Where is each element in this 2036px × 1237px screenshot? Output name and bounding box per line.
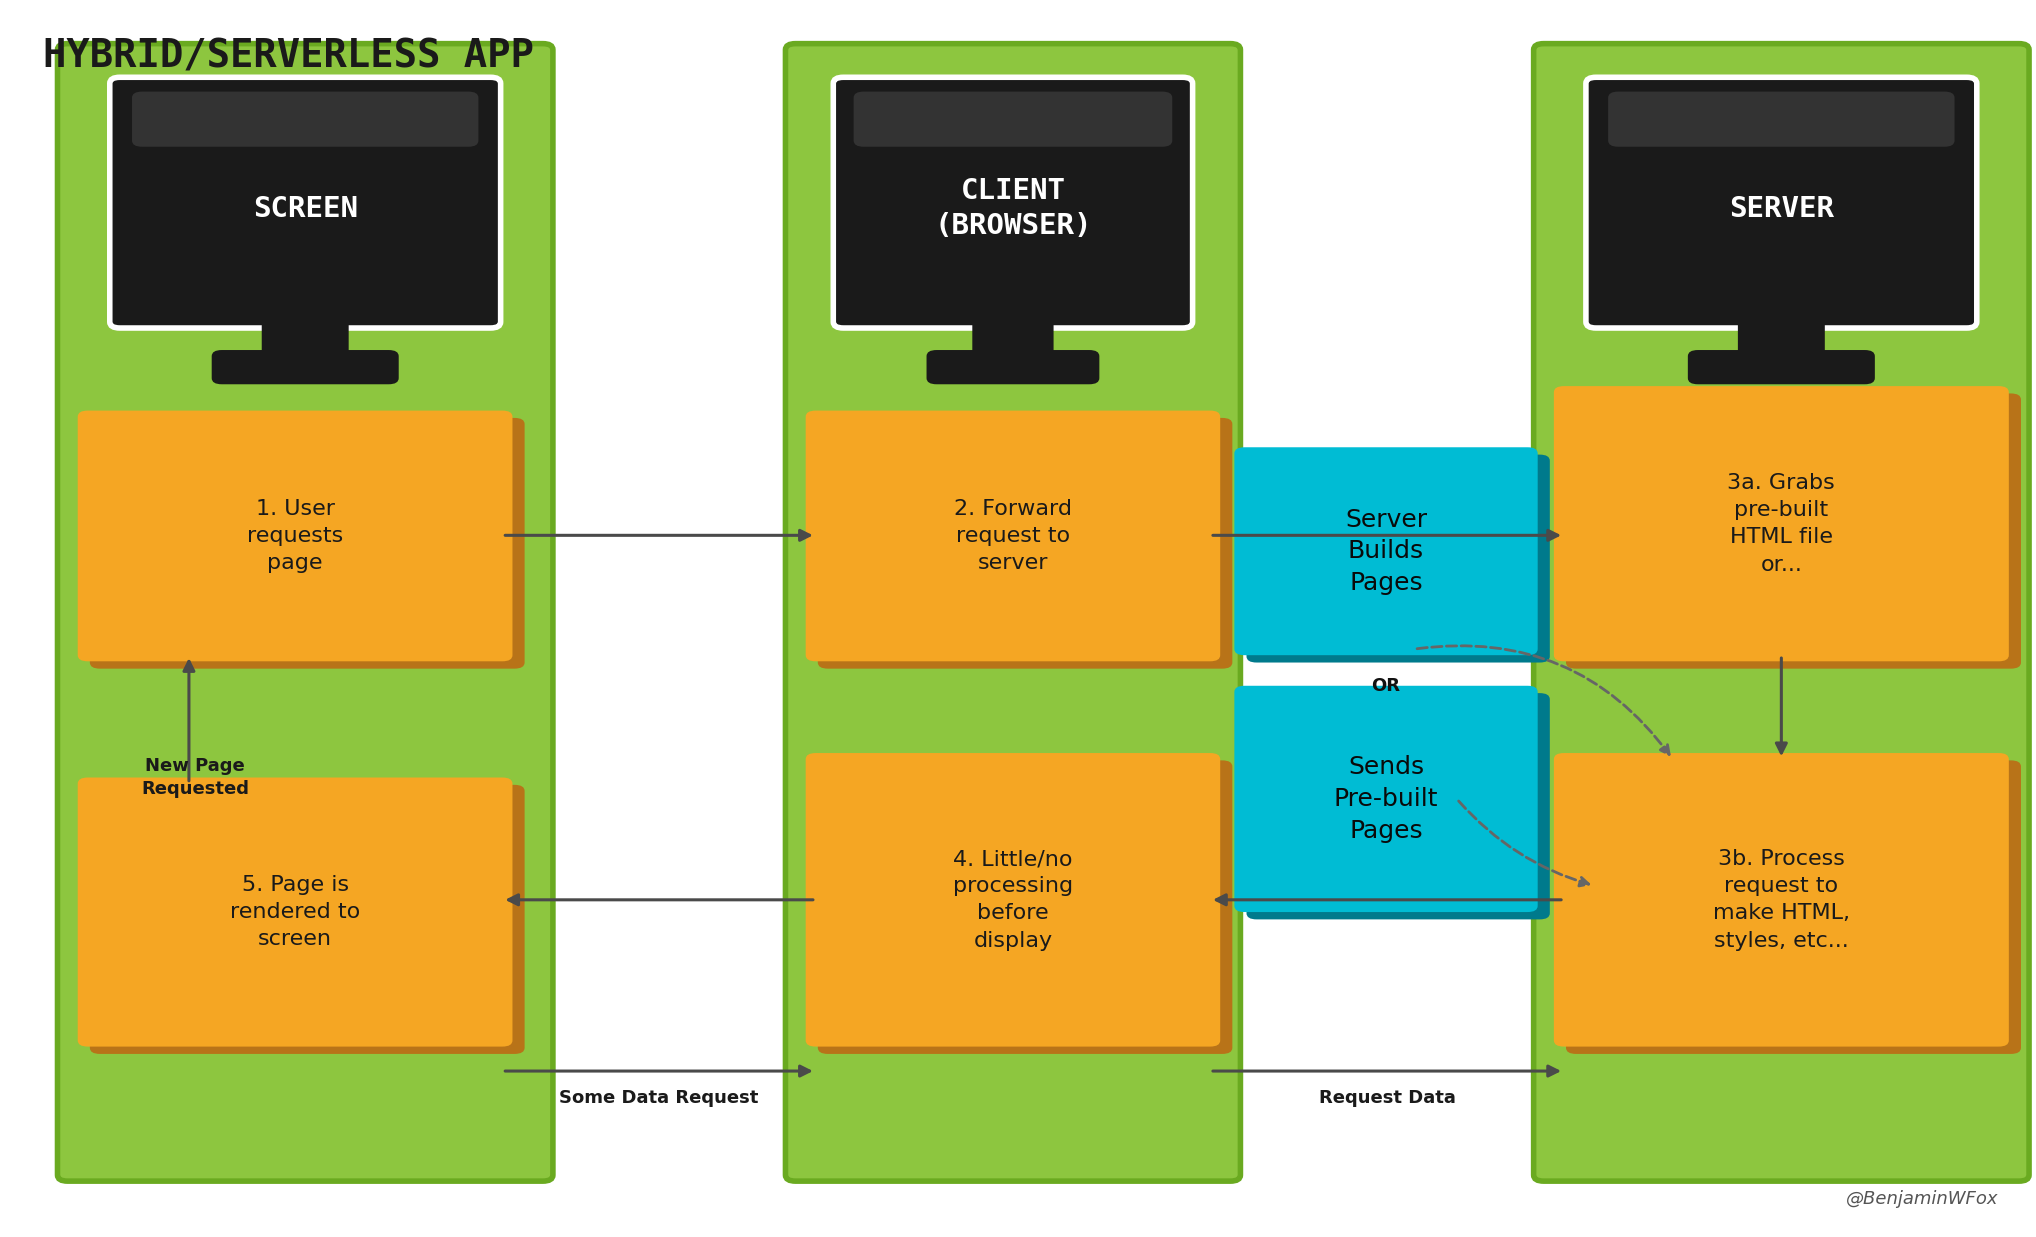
FancyBboxPatch shape — [132, 92, 478, 147]
Text: 3a. Grabs
pre-built
HTML file
or...: 3a. Grabs pre-built HTML file or... — [1727, 473, 1834, 574]
FancyBboxPatch shape — [1246, 455, 1549, 663]
FancyBboxPatch shape — [1586, 77, 1977, 328]
FancyBboxPatch shape — [1234, 685, 1537, 912]
Text: OR: OR — [1372, 677, 1401, 695]
FancyBboxPatch shape — [57, 43, 554, 1181]
Text: 2. Forward
request to
server: 2. Forward request to server — [955, 499, 1071, 573]
FancyBboxPatch shape — [263, 315, 348, 362]
FancyBboxPatch shape — [1739, 315, 1824, 362]
FancyBboxPatch shape — [1234, 448, 1537, 656]
FancyBboxPatch shape — [806, 411, 1220, 662]
FancyBboxPatch shape — [806, 753, 1220, 1047]
FancyBboxPatch shape — [90, 784, 525, 1054]
Text: CLIENT
(BROWSER): CLIENT (BROWSER) — [935, 177, 1091, 240]
Text: Some Data Request: Some Data Request — [560, 1089, 759, 1107]
Text: New Page
Requested: New Page Requested — [140, 757, 248, 798]
FancyBboxPatch shape — [1566, 393, 2022, 669]
FancyBboxPatch shape — [77, 778, 513, 1047]
Text: @BenjaminWFox: @BenjaminWFox — [1847, 1190, 1999, 1209]
FancyBboxPatch shape — [1566, 761, 2022, 1054]
Text: 1. User
requests
page: 1. User requests page — [246, 499, 344, 573]
Text: 4. Little/no
processing
before
display: 4. Little/no processing before display — [953, 849, 1073, 950]
Text: SERVER: SERVER — [1729, 194, 1834, 223]
Text: Request Data: Request Data — [1319, 1089, 1456, 1107]
Text: HYBRID/SERVERLESS APP: HYBRID/SERVERLESS APP — [43, 37, 533, 75]
FancyBboxPatch shape — [1533, 43, 2030, 1181]
FancyBboxPatch shape — [818, 418, 1232, 669]
FancyBboxPatch shape — [973, 315, 1053, 362]
FancyBboxPatch shape — [77, 411, 513, 662]
FancyBboxPatch shape — [1246, 693, 1549, 919]
FancyBboxPatch shape — [926, 350, 1099, 385]
FancyBboxPatch shape — [90, 418, 525, 669]
FancyBboxPatch shape — [1553, 386, 2010, 662]
FancyBboxPatch shape — [212, 350, 399, 385]
FancyBboxPatch shape — [1688, 350, 1875, 385]
FancyBboxPatch shape — [833, 77, 1193, 328]
FancyBboxPatch shape — [853, 92, 1173, 147]
FancyBboxPatch shape — [110, 77, 501, 328]
Text: 3b. Process
request to
make HTML,
styles, etc...: 3b. Process request to make HTML, styles… — [1712, 849, 1851, 950]
Text: SCREEN: SCREEN — [252, 194, 358, 223]
Text: 5. Page is
rendered to
screen: 5. Page is rendered to screen — [230, 875, 360, 949]
Text: Server
Builds
Pages: Server Builds Pages — [1346, 507, 1427, 595]
FancyBboxPatch shape — [786, 43, 1240, 1181]
FancyBboxPatch shape — [818, 761, 1232, 1054]
FancyBboxPatch shape — [1553, 753, 2010, 1047]
FancyBboxPatch shape — [1608, 92, 1955, 147]
Text: Sends
Pre-built
Pages: Sends Pre-built Pages — [1334, 756, 1437, 842]
